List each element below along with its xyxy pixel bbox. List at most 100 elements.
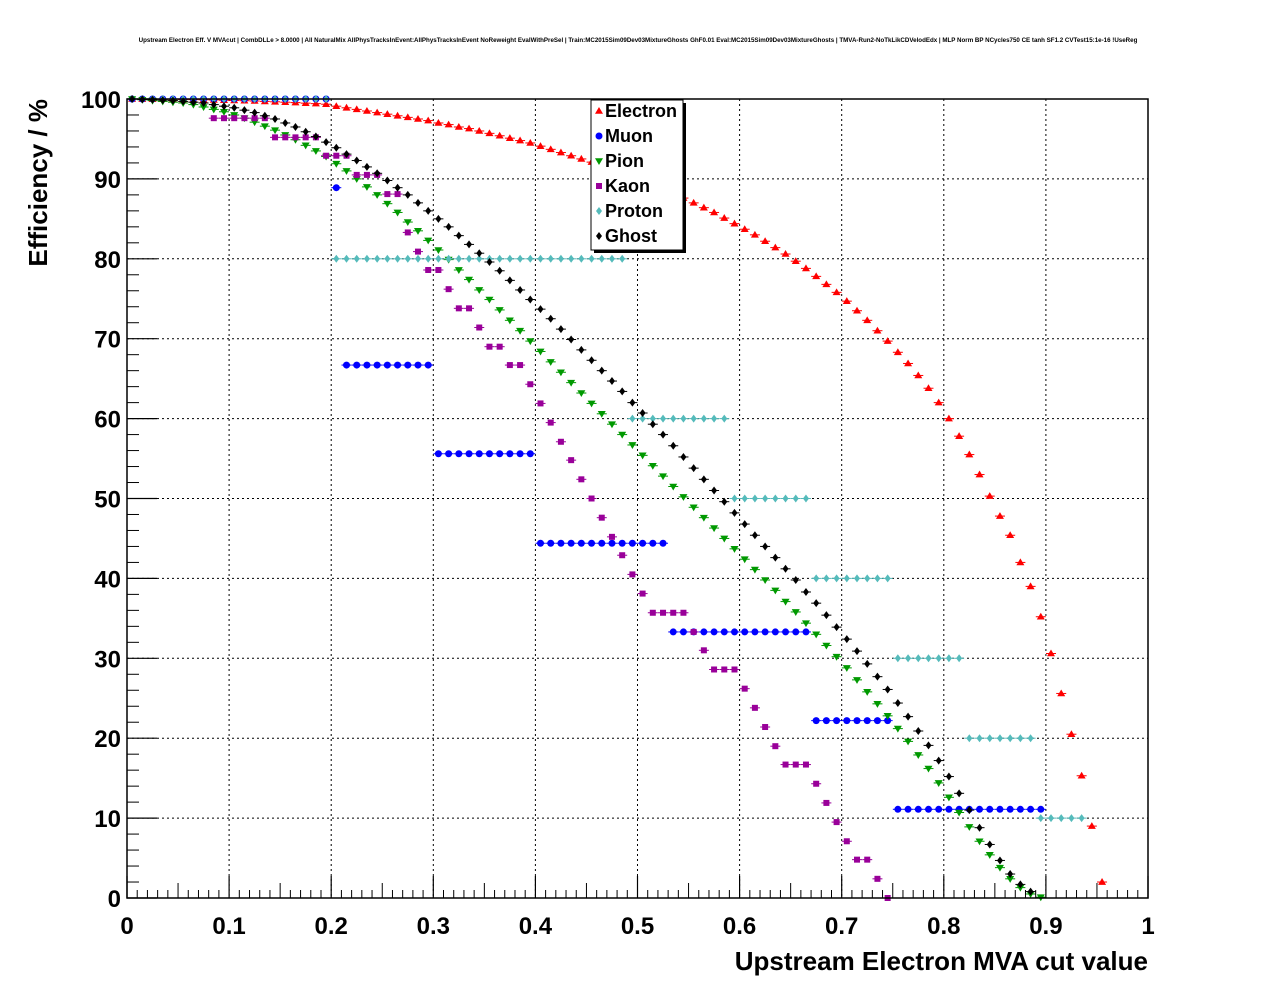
x-tick-label: 0.9 (1029, 913, 1062, 940)
data-point-electron (904, 359, 913, 367)
data-point-ghost (945, 772, 952, 781)
data-point-muon (485, 450, 493, 458)
y-tick-label: 10 (94, 806, 121, 833)
data-point-muon (730, 628, 738, 636)
data-point-kaon (220, 115, 227, 122)
data-point-pion (791, 609, 800, 616)
data-point-muon (802, 628, 810, 636)
data-point-kaon (649, 609, 656, 616)
data-point-muon (363, 361, 371, 369)
data-point-ghost (588, 356, 595, 365)
data-point-muon (679, 628, 687, 636)
data-point-ghost (894, 699, 901, 708)
data-point-muon (914, 805, 922, 813)
data-point-kaon (568, 457, 575, 464)
data-point-muon (537, 539, 545, 547)
data-point-pion (546, 359, 555, 366)
data-point-ghost (466, 240, 473, 249)
data-point-kaon (639, 590, 646, 597)
data-point-ghost (578, 345, 585, 354)
data-point-ghost (537, 305, 544, 314)
data-point-proton (956, 654, 963, 663)
data-point-ghost (700, 475, 707, 484)
data-point-ghost (976, 823, 983, 832)
data-point-kaon (455, 305, 462, 312)
data-point-proton (874, 574, 881, 583)
data-point-ghost (292, 122, 299, 131)
legend-label: Muon (605, 126, 653, 146)
data-point-electron (465, 124, 474, 132)
data-point-electron (332, 102, 341, 109)
data-point-pion (383, 200, 392, 208)
data-point-ghost (343, 150, 350, 159)
data-point-electron (373, 108, 382, 116)
legend-marker (595, 107, 603, 114)
data-point-proton (905, 654, 912, 663)
data-point-ghost (272, 114, 279, 123)
data-point-muon (506, 450, 514, 458)
y-tick-label: 60 (94, 407, 121, 434)
data-point-proton (976, 734, 983, 743)
data-point-ghost (486, 257, 493, 266)
data-point-kaon (292, 134, 299, 141)
data-point-ghost (690, 464, 697, 473)
data-point-muon (996, 805, 1004, 813)
data-point-pion (413, 228, 422, 235)
data-point-electron (965, 450, 974, 458)
data-point-pion (475, 287, 484, 294)
data-point-ghost (1017, 880, 1024, 889)
data-point-muon (383, 361, 391, 369)
data-point-kaon (486, 343, 493, 350)
data-point-muon (557, 539, 565, 547)
data-point-kaon (363, 171, 370, 178)
data-point-ghost (517, 285, 524, 294)
data-point-ghost (915, 727, 922, 736)
data-point-ghost (782, 564, 789, 573)
data-point-ghost (864, 659, 871, 668)
data-point-pion (801, 620, 810, 628)
legend-marker (596, 183, 602, 189)
data-point-electron (801, 264, 810, 272)
data-point-ghost (261, 111, 268, 120)
data-point-pion (995, 864, 1004, 872)
data-point-kaon (731, 666, 738, 673)
data-point-proton (568, 254, 575, 263)
data-point-ghost (557, 325, 564, 334)
data-point-proton (649, 414, 656, 423)
data-point-muon (465, 450, 473, 458)
data-point-proton (1037, 814, 1044, 823)
data-point-ghost (660, 430, 667, 439)
data-point-pion (495, 307, 504, 314)
legend-entry: Muon (595, 126, 653, 146)
data-point-kaon (711, 666, 718, 673)
data-point-proton (455, 254, 462, 263)
data-point-ghost (854, 647, 861, 656)
chart-title: Upstream Electron Eff. V MVAcut | CombDL… (139, 37, 1138, 44)
data-point-electron (689, 198, 698, 206)
data-point-kaon (272, 134, 279, 141)
data-point-muon (1006, 805, 1014, 813)
data-point-muon (751, 628, 759, 636)
data-point-ghost (210, 100, 217, 109)
data-point-electron (1098, 878, 1107, 885)
data-point-ghost (762, 542, 769, 551)
data-point-electron (1087, 822, 1096, 829)
data-point-ghost (792, 575, 799, 584)
data-point-pion (863, 689, 872, 696)
data-point-electron (985, 492, 994, 499)
data-point-ghost (414, 198, 421, 207)
data-point-electron (383, 110, 392, 117)
data-point-pion (904, 738, 913, 746)
data-point-muon (894, 805, 902, 813)
data-point-electron (342, 103, 351, 111)
data-point-muon (649, 539, 657, 547)
data-point-ghost (568, 335, 575, 344)
y-tick-label: 20 (94, 726, 121, 753)
data-point-electron (740, 225, 749, 233)
data-point-pion (332, 160, 341, 168)
data-point-kaon (680, 609, 687, 616)
data-point-electron (1036, 612, 1045, 620)
data-point-electron (362, 106, 371, 114)
data-point-pion (699, 514, 708, 522)
data-point-electron (771, 243, 780, 251)
